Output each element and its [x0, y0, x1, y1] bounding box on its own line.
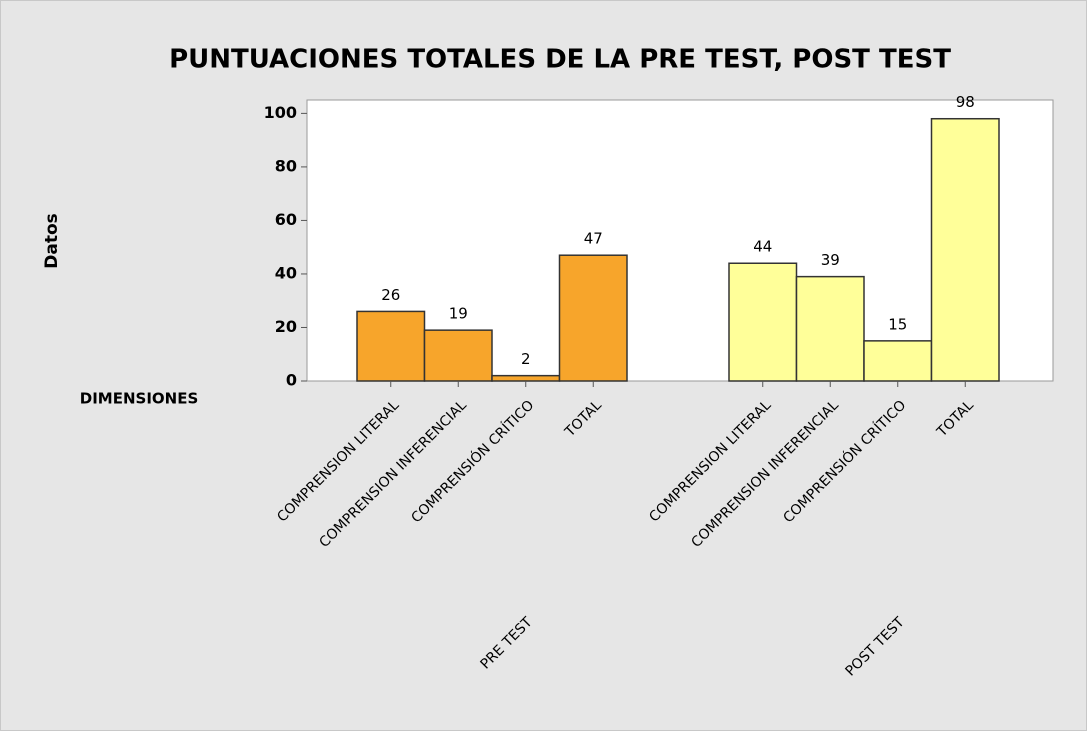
data-label: 26 [381, 286, 400, 304]
bar [795, 275, 865, 382]
data-label: 98 [956, 93, 975, 111]
data-label: 47 [584, 230, 603, 248]
bar [491, 374, 561, 382]
bar [863, 340, 933, 382]
bar [930, 117, 1000, 382]
y-tick-label: 60 [275, 210, 297, 229]
chart-title: PUNTUACIONES TOTALES DE LA PRE TEST, POS… [169, 45, 951, 75]
bar [728, 262, 798, 382]
bar [423, 329, 493, 382]
bar [558, 254, 628, 382]
y-tick-label: 40 [275, 263, 297, 282]
data-label: 2 [521, 350, 531, 368]
y-tick-label: 20 [275, 317, 297, 336]
x-axis-label: DIMENSIONES [80, 390, 199, 408]
bar [356, 310, 426, 382]
y-tick-label: 100 [264, 103, 297, 122]
data-label: 15 [888, 315, 907, 333]
y-axis-label: Datos [42, 213, 62, 269]
data-label: 44 [753, 238, 772, 256]
data-label: 19 [449, 305, 468, 323]
data-label: 39 [821, 251, 840, 269]
y-tick-label: 0 [286, 371, 297, 390]
y-tick-label: 80 [275, 156, 297, 175]
